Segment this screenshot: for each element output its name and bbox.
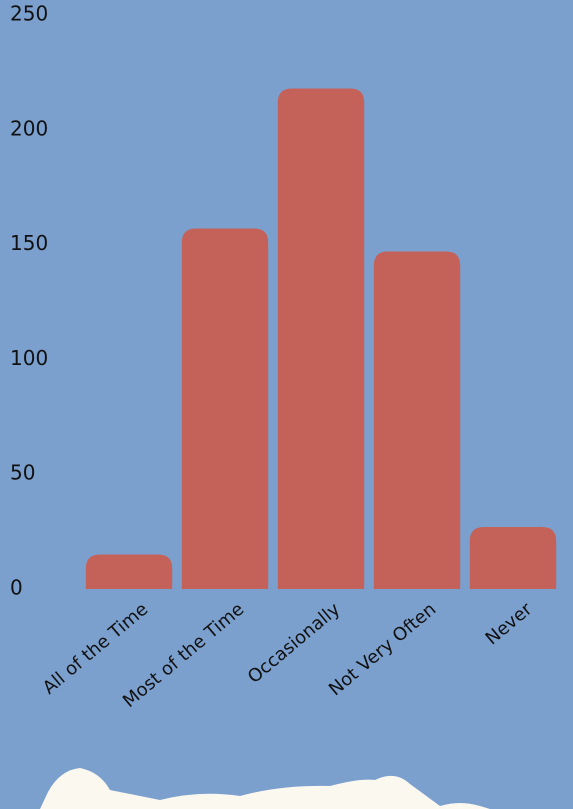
y-tick-label: 250 bbox=[10, 2, 48, 26]
bar bbox=[373, 251, 461, 589]
decoration-cloud bbox=[40, 768, 490, 809]
y-tick-label: 100 bbox=[10, 346, 48, 370]
x-tick-label: Occasionally bbox=[244, 599, 345, 688]
y-tick-label: 150 bbox=[10, 231, 48, 255]
y-tick-label: 50 bbox=[10, 461, 35, 485]
y-tick-label: 0 bbox=[10, 576, 23, 600]
bar bbox=[181, 228, 269, 589]
bar bbox=[277, 88, 365, 590]
y-tick-label: 200 bbox=[10, 116, 48, 140]
bar bbox=[469, 527, 557, 589]
bar bbox=[85, 554, 173, 589]
x-tick-label: Never bbox=[482, 598, 537, 649]
